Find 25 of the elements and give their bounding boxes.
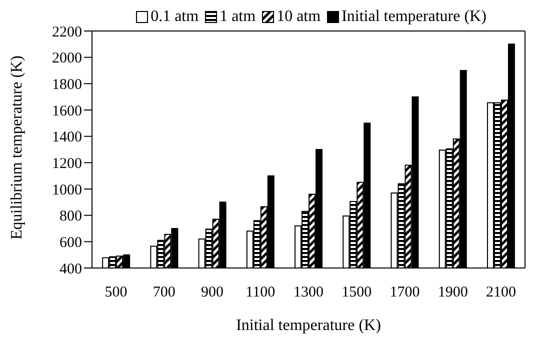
legend-label: 10 atm <box>276 8 321 26</box>
x-tick-label: 500 <box>104 284 128 301</box>
y-axis-title: Equilibrium temperature (K) <box>8 56 26 240</box>
y-tick-label: 1000 <box>52 182 82 198</box>
x-tick-label: 1500 <box>342 284 372 301</box>
x-tick-label: 1100 <box>246 284 276 301</box>
y-tick-label: 1800 <box>52 76 82 93</box>
y-tick-label: 1200 <box>52 156 82 172</box>
x-tick-label: 2100 <box>486 284 516 301</box>
legend-label: 1 atm <box>220 8 256 26</box>
y-tick-label: 2000 <box>52 50 82 67</box>
y-tick-label: 800 <box>60 208 82 225</box>
x-tick-label: 700 <box>152 284 176 301</box>
x-tick-label: 900 <box>201 284 224 301</box>
y-tick-label: 1600 <box>52 103 82 120</box>
x-tick-label: 1700 <box>390 284 420 301</box>
legend-label: Initial temperature (K) <box>342 8 486 26</box>
x-tick-label: 1300 <box>294 284 324 301</box>
x-axis-title: Initial temperature (K) <box>236 317 381 334</box>
y-tick-label: 1400 <box>52 130 82 146</box>
x-tick-label: 1900 <box>438 284 468 301</box>
y-tick-label: 2200 <box>52 24 82 40</box>
y-tick-label: 400 <box>60 261 82 278</box>
y-tick-label: 600 <box>60 234 82 251</box>
legend-label: 0.1 atm <box>150 8 199 26</box>
